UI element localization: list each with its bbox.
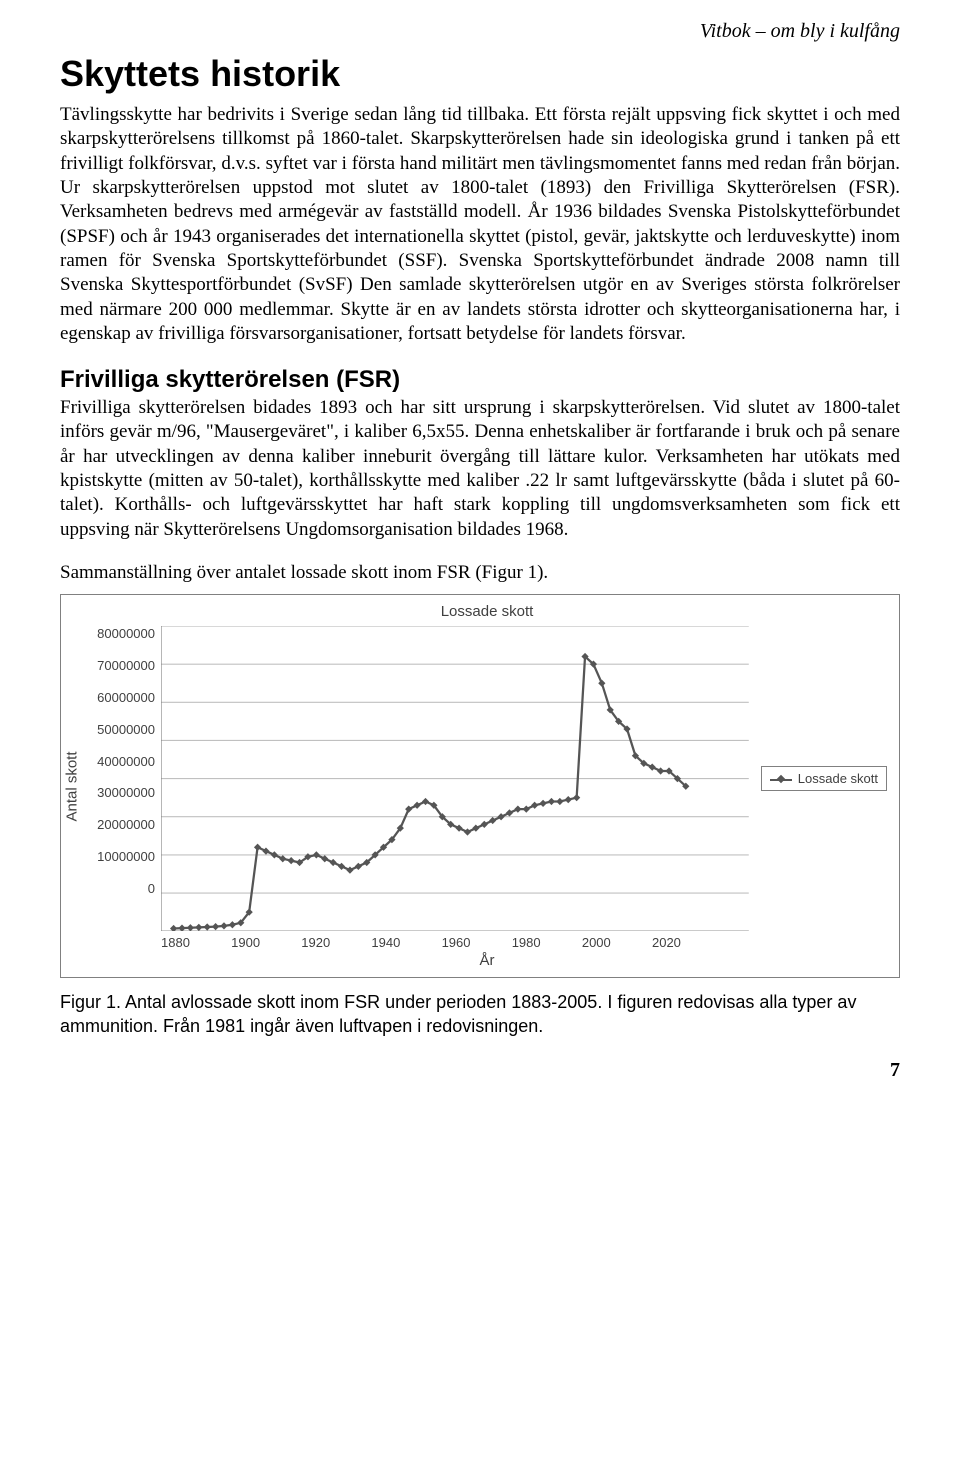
chart-x-tick-label: 1980 xyxy=(512,935,541,950)
chart-svg xyxy=(161,626,749,931)
chart-y-tick-label: 80000000 xyxy=(97,626,155,641)
chart-y-ticks: 80000000 70000000 60000000 50000000 40000000… xyxy=(83,626,161,896)
paragraph-2: Frivilliga skytterörelsen bidades 1893 o… xyxy=(60,396,900,542)
chart-x-tick-label: 1920 xyxy=(301,935,330,950)
chart-title: Lossade skott xyxy=(83,603,891,620)
chart-x-tick-label: 2000 xyxy=(582,935,611,950)
section-title-fsr: Frivilliga skytterörelsen (FSR) xyxy=(60,366,900,394)
chart-legend-label: Lossade skott xyxy=(798,771,878,786)
chart-x-tick-label: 2020 xyxy=(652,935,681,950)
chart-legend: Lossade skott xyxy=(761,766,887,791)
running-head: Vitbok – om bly i kulfång xyxy=(60,20,900,43)
chart-x-axis-label: År xyxy=(83,952,891,969)
chart-y-tick-label: 20000000 xyxy=(97,817,155,832)
page-header: Vitbok – om bly i kulfång xyxy=(60,20,900,43)
figure-1-caption: Figur 1. Antal avlossade skott inom FSR … xyxy=(60,990,900,1039)
page-number: 7 xyxy=(60,1059,900,1082)
chart-y-tick-label: 50000000 xyxy=(97,722,155,737)
chart-y-tick-label: 70000000 xyxy=(97,658,155,673)
chart-y-tick-label: 40000000 xyxy=(97,754,155,769)
chart-x-tick-label: 1960 xyxy=(442,935,471,950)
chart-x-tick-label: 1900 xyxy=(231,935,260,950)
chart-x-tick-label: 1880 xyxy=(161,935,190,950)
chart-y-tick-label: 30000000 xyxy=(97,785,155,800)
chart-y-tick-label: 10000000 xyxy=(97,849,155,864)
chart-y-tick-label: 0 xyxy=(148,881,155,896)
figure-1-chart: Antal skott Lossade skott 80000000 700000… xyxy=(60,594,900,978)
chart-x-ticks: 1880 1900 1920 1940 1960 1980 2000 2020 xyxy=(161,935,681,950)
figure-intro-line: Sammanställning över antalet lossade sko… xyxy=(60,562,900,584)
chart-legend-marker-icon xyxy=(770,774,792,784)
chart-x-tick-label: 1940 xyxy=(371,935,400,950)
chart-y-axis-label: Antal skott xyxy=(64,751,81,821)
chart-y-tick-label: 60000000 xyxy=(97,690,155,705)
paragraph-1: Tävlingsskytte har bedrivits i Sverige s… xyxy=(60,103,900,346)
page-title: Skyttets historik xyxy=(60,53,900,95)
chart-plot-area xyxy=(161,626,749,931)
